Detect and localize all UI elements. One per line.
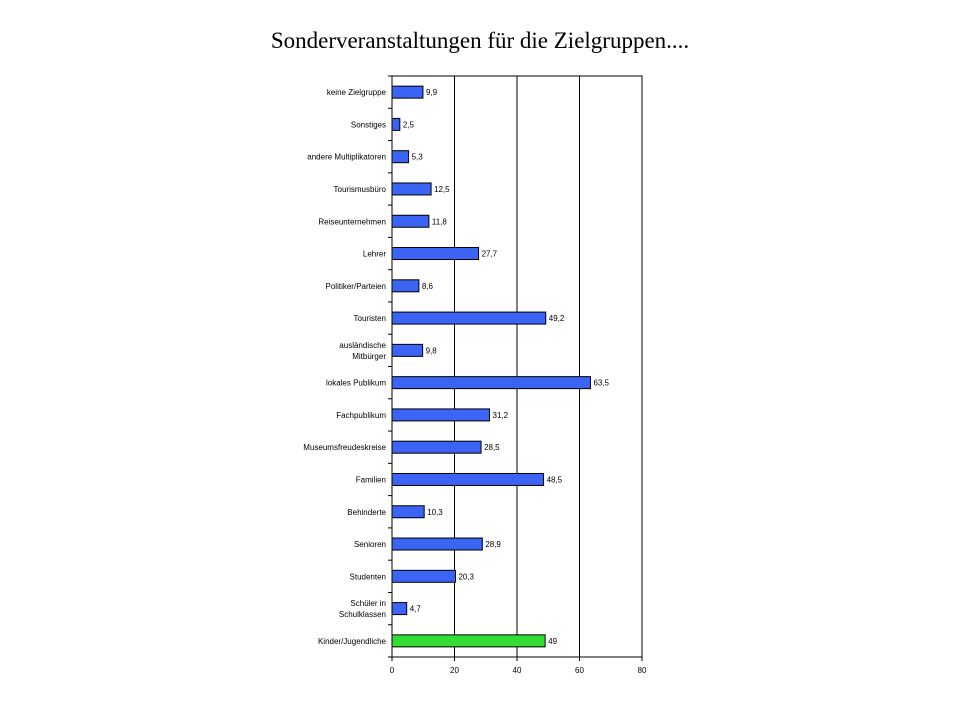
category-label: Kinder/Jugendliche xyxy=(318,637,387,646)
category-label-line: Sonstiges xyxy=(351,120,386,129)
category-label-line: andere Multiplikatoren xyxy=(307,153,386,162)
category-label-line: Tourismusbüro xyxy=(334,185,387,194)
category-label-line: Reiseunternehmen xyxy=(318,217,386,226)
category-label-line: Fachpublikum xyxy=(336,411,386,420)
data-label: 63,5 xyxy=(593,379,609,388)
bar xyxy=(391,569,456,583)
category-label-line: Politiker/Parteien xyxy=(326,282,386,291)
bar xyxy=(391,602,408,616)
data-label: 12,5 xyxy=(434,185,450,194)
bar xyxy=(391,408,490,422)
category-label: Behinderte xyxy=(347,508,386,517)
bar xyxy=(391,537,483,551)
data-label: 49,2 xyxy=(549,314,565,323)
category-label-line: Studenten xyxy=(350,572,386,581)
data-label: 28,5 xyxy=(484,443,500,452)
category-label: Studenten xyxy=(350,572,386,581)
data-label: 28,9 xyxy=(485,540,501,549)
data-label: 8,6 xyxy=(422,282,434,291)
data-label: 5,3 xyxy=(412,153,424,162)
bar xyxy=(391,311,547,325)
category-label: lokales Publikum xyxy=(326,379,386,388)
data-label: 11,8 xyxy=(432,217,448,226)
category-label: Tourismusbüro xyxy=(334,185,387,194)
category-label: ausländische Mitbürger xyxy=(339,341,386,361)
data-label: 49 xyxy=(548,637,557,646)
category-label-line: Behinderte xyxy=(347,508,386,517)
bars-layer xyxy=(391,85,591,648)
category-label-line: Schulklassen xyxy=(339,610,386,619)
bar xyxy=(391,279,420,293)
x-tick-label: 0 xyxy=(390,666,395,675)
data-label: 20,3 xyxy=(458,572,474,581)
x-tick-label: 80 xyxy=(638,666,647,675)
bar xyxy=(391,440,482,454)
category-label: Sonstiges xyxy=(351,120,386,129)
category-label: andere Multiplikatoren xyxy=(307,153,386,162)
category-label: Politiker/Parteien xyxy=(326,282,386,291)
data-label: 27,7 xyxy=(482,250,498,259)
bar xyxy=(391,376,591,390)
category-label-line: Museumsfreudeskreise xyxy=(303,443,386,452)
bar xyxy=(391,634,546,648)
category-label: Schüler in Schulklassen xyxy=(339,599,386,619)
plot-frame xyxy=(391,75,643,658)
category-label: Senioren xyxy=(354,540,386,549)
x-tick-label: 60 xyxy=(575,666,584,675)
category-label-line: lokales Publikum xyxy=(326,379,386,388)
bar xyxy=(391,182,432,196)
x-tick-label: 20 xyxy=(450,666,459,675)
bar xyxy=(391,472,545,486)
data-label: 31,2 xyxy=(493,411,509,420)
data-label: 48,5 xyxy=(547,475,563,484)
category-label-line: Kinder/Jugendliche xyxy=(318,637,387,646)
bar xyxy=(391,505,425,519)
category-label-line: Familien xyxy=(356,475,386,484)
bar xyxy=(391,85,424,99)
bar xyxy=(391,150,410,164)
category-label-line: Senioren xyxy=(354,540,386,549)
category-label-line: ausländische xyxy=(339,341,386,350)
bar xyxy=(391,214,430,228)
category-label-line: Schüler in xyxy=(350,599,386,608)
chart-title: Sonderveranstaltungen für die Zielgruppe… xyxy=(270,28,690,53)
data-label: 10,3 xyxy=(427,508,443,517)
category-label-line: Touristen xyxy=(354,314,386,323)
category-label: Museumsfreudeskreise xyxy=(303,443,386,452)
category-label: keine Zielgruppe xyxy=(327,88,387,97)
data-label: 4,7 xyxy=(410,605,422,614)
data-label: 9,8 xyxy=(426,346,438,355)
bar xyxy=(391,343,424,357)
grid-layer xyxy=(388,75,643,661)
data-label: 9,9 xyxy=(426,88,438,97)
x-tick-label: 40 xyxy=(513,666,522,675)
data-label: 2,5 xyxy=(403,120,415,129)
category-label: Fachpublikum xyxy=(336,411,386,420)
category-label-line: Mitbürger xyxy=(352,352,386,361)
bar xyxy=(391,117,401,131)
category-label-line: keine Zielgruppe xyxy=(327,88,387,97)
bar xyxy=(391,247,480,261)
category-label: Familien xyxy=(356,475,386,484)
category-label: Reiseunternehmen xyxy=(318,217,386,226)
category-label-line: Lehrer xyxy=(363,250,386,259)
category-label: Touristen xyxy=(354,314,386,323)
labels-layer: 0 20 40 60 80 9,9 keine Zielgruppe 2,5 Sonstiges… xyxy=(303,88,647,675)
category-label: Lehrer xyxy=(363,250,386,259)
